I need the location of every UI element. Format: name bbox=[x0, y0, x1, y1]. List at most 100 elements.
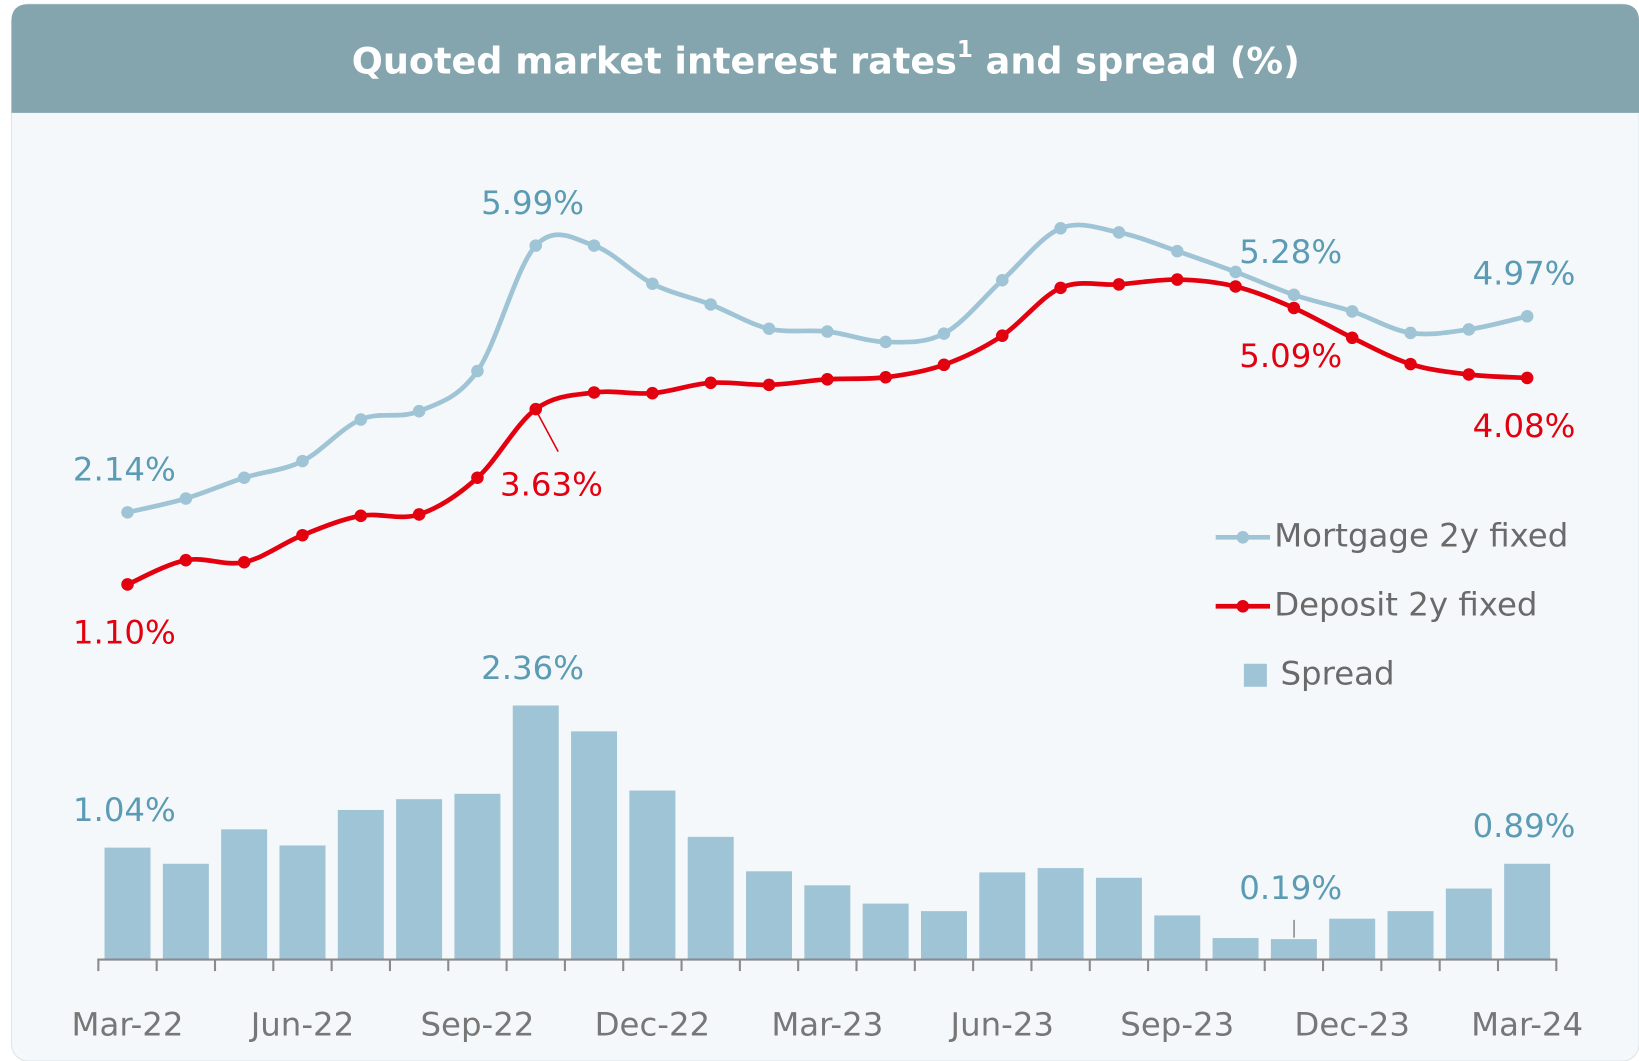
line-point bbox=[587, 386, 601, 399]
data-label: 1.04% bbox=[73, 791, 176, 829]
line-point bbox=[1462, 323, 1476, 336]
line-point bbox=[1462, 368, 1476, 381]
x-tick-label: Dec-22 bbox=[595, 1005, 711, 1043]
line-point bbox=[1170, 273, 1184, 286]
bar bbox=[1445, 888, 1492, 960]
x-tick-label: Mar-24 bbox=[1471, 1005, 1583, 1043]
line-point bbox=[471, 364, 484, 378]
line-point bbox=[1520, 310, 1534, 323]
line-point bbox=[121, 506, 134, 519]
bar bbox=[279, 845, 326, 960]
line-point bbox=[354, 413, 368, 426]
data-label: 2.14% bbox=[73, 451, 176, 489]
line-point bbox=[762, 322, 776, 336]
line-point bbox=[1112, 226, 1126, 239]
line-point bbox=[879, 335, 892, 349]
line-point bbox=[821, 325, 834, 338]
header-band bbox=[11, 4, 1639, 113]
x-tick-label: Mar-22 bbox=[72, 1005, 184, 1043]
x-tick-label: Dec-23 bbox=[1294, 1005, 1410, 1043]
line-point bbox=[121, 578, 134, 591]
line-point bbox=[412, 508, 426, 521]
legend-marker bbox=[1236, 600, 1250, 613]
x-tick-label: Sep-23 bbox=[1120, 1005, 1234, 1043]
bar bbox=[337, 809, 384, 960]
line-point bbox=[237, 471, 251, 484]
bar bbox=[687, 836, 734, 960]
line-point bbox=[1054, 281, 1067, 295]
bar bbox=[1387, 911, 1434, 960]
line-point bbox=[704, 298, 717, 311]
data-label: 5.28% bbox=[1239, 233, 1342, 271]
line-point bbox=[1054, 222, 1067, 235]
line-point bbox=[587, 239, 601, 252]
line-point bbox=[1287, 288, 1301, 302]
title-rest: and spread (%) bbox=[973, 39, 1300, 82]
bar bbox=[920, 911, 967, 960]
bar bbox=[1270, 939, 1317, 960]
line-point bbox=[1112, 278, 1126, 291]
x-tick-label: Sep-22 bbox=[420, 1005, 534, 1043]
legend-label: Deposit 2y fixed bbox=[1274, 585, 1537, 623]
x-tick-label: Jun-22 bbox=[249, 1005, 355, 1043]
bar bbox=[862, 903, 909, 960]
bar bbox=[979, 872, 1026, 960]
line-point bbox=[937, 358, 951, 372]
line-point bbox=[471, 471, 484, 484]
line-point bbox=[996, 273, 1009, 287]
bar bbox=[746, 871, 793, 960]
title-main: Quoted market interest rates bbox=[352, 39, 957, 82]
bar bbox=[1504, 863, 1551, 960]
data-label: 5.99% bbox=[481, 184, 584, 222]
line-point bbox=[704, 376, 717, 390]
line-point bbox=[529, 239, 543, 252]
bar bbox=[629, 790, 676, 960]
legend-label: Spread bbox=[1280, 654, 1394, 692]
data-label: 1.10% bbox=[73, 614, 176, 652]
label-leader bbox=[534, 408, 559, 452]
line-point bbox=[1345, 305, 1359, 318]
data-label: 4.97% bbox=[1473, 255, 1576, 293]
line-point bbox=[1229, 280, 1242, 293]
line-point bbox=[1345, 331, 1359, 345]
chart-title: Quoted market interest rates1 and spread… bbox=[352, 37, 1300, 83]
line-point bbox=[879, 370, 892, 384]
bar bbox=[804, 885, 851, 960]
bar bbox=[454, 793, 501, 960]
line-point bbox=[354, 509, 368, 523]
line-point bbox=[762, 378, 776, 392]
bar bbox=[396, 799, 443, 960]
bar bbox=[104, 847, 151, 960]
x-tick-label: Jun-23 bbox=[949, 1005, 1055, 1043]
line-point bbox=[646, 386, 659, 400]
line-point bbox=[937, 327, 951, 340]
line-point bbox=[179, 553, 193, 567]
line-point bbox=[179, 492, 193, 505]
line-point bbox=[646, 277, 659, 290]
bar bbox=[1329, 918, 1376, 960]
line-point bbox=[1404, 357, 1417, 371]
x-tick-label: Mar-23 bbox=[771, 1005, 883, 1043]
title-footnote: 1 bbox=[957, 37, 973, 63]
line-point bbox=[996, 329, 1009, 342]
line-point bbox=[1229, 265, 1242, 279]
bar bbox=[1154, 915, 1201, 960]
bar bbox=[512, 705, 559, 960]
data-label: 4.08% bbox=[1473, 407, 1576, 445]
data-label: 3.63% bbox=[500, 465, 603, 503]
line-point bbox=[1520, 371, 1534, 385]
line-point bbox=[412, 404, 426, 418]
line-point bbox=[296, 528, 309, 542]
legend-swatch bbox=[1243, 663, 1267, 687]
legend-label: Mortgage 2y fixed bbox=[1274, 516, 1568, 554]
line-point bbox=[821, 373, 834, 386]
bar bbox=[571, 731, 618, 960]
line-point bbox=[1287, 301, 1301, 315]
data-label: 0.19% bbox=[1239, 869, 1342, 907]
line-point bbox=[296, 454, 309, 468]
line-point bbox=[1404, 326, 1417, 340]
line-point bbox=[237, 555, 251, 569]
data-label: 0.89% bbox=[1473, 807, 1576, 845]
